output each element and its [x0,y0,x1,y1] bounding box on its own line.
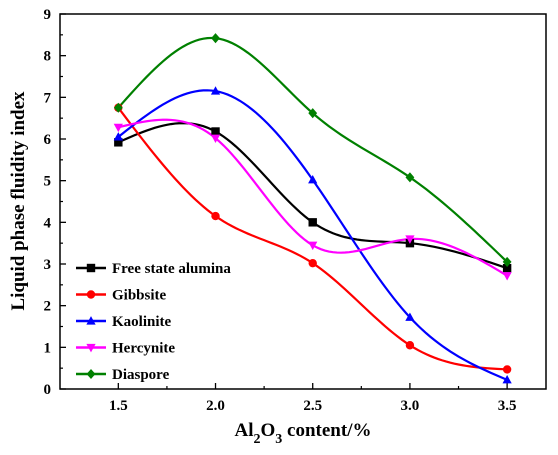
y-tick-label: 4 [44,215,52,231]
data-point-hercynite [308,241,318,251]
series-line-gibbsite [117,107,508,371]
y-axis-title: Liquid phase fluidity index [8,91,29,311]
data-point-gibbsite [405,341,415,350]
data-point-hercynite [502,272,512,281]
data-point-diaspore [308,108,318,119]
data-point-free-state-alumina [502,263,512,273]
legend-label-gibbsite: Gibbsite [112,288,167,304]
y-tick-label: 9 [44,7,52,23]
data-point-diaspore [113,102,123,113]
x-tick-label: 3.5 [498,398,517,414]
y-tick-label: 7 [44,90,52,106]
plot-frame [59,13,547,390]
x-tick-label: 2.0 [206,398,225,414]
y-tick-label: 6 [44,132,52,148]
data-point-gibbsite [308,258,317,268]
axes-layer: 1.5 2.0 2.5 3.0 3.5 0 1 2 3 4 5 6 7 8 9 [44,7,517,414]
x-tick-label: 3.0 [401,398,420,414]
y-tick-label: 1 [44,340,52,356]
x-tick-label: 1.5 [109,398,128,414]
series-line-kaolinite [117,89,508,381]
y-tick-label: 2 [44,299,52,315]
data-point-hercynite [113,123,123,133]
series-markers [113,33,512,384]
legend-marker-diaspore [86,368,96,380]
x-tick-label: 2.5 [303,398,322,414]
legend-marker-free-state-alumina [86,263,96,273]
data-point-kaolinite [210,86,221,95]
y-tick-label: 0 [44,382,52,398]
data-point-kaolinite [502,375,512,384]
data-point-gibbsite [502,365,512,374]
data-point-diaspore [405,172,415,183]
series-line-hercynite [118,118,508,277]
data-point-kaolinite [405,312,415,321]
legend-label-free-state-alumina: Free state alumina [112,261,231,277]
data-point-free-state-alumina [308,218,317,227]
series-curves [117,36,508,381]
data-point-kaolinite [113,132,123,141]
data-point-hercynite [405,235,415,244]
y-tick-label: 8 [44,49,52,65]
data-point-kaolinite [308,175,318,184]
y-tick-label: 5 [44,174,52,190]
data-point-gibbsite [211,211,220,221]
data-point-hercynite [210,134,221,143]
data-point-free-state-alumina [211,127,220,136]
series-line-diaspore [117,36,508,263]
legend-marker-hercynite [86,343,96,353]
legend-marker-gibbsite [86,290,96,299]
data-point-diaspore [502,256,512,267]
legend-marker-kaolinite [86,316,96,325]
x-axis-title: Al2O3 content/% [235,420,372,447]
legend: Free state alumina Gibbsite Kaolinite Hercy… [76,261,231,383]
data-point-diaspore [211,33,220,44]
legend-label-hercynite: Hercynite [112,341,175,357]
legend-label-kaolinite: Kaolinite [112,314,172,330]
y-tick-label: 3 [44,257,52,273]
data-point-free-state-alumina [114,138,123,147]
legend-label-diaspore: Diaspore [112,367,170,383]
